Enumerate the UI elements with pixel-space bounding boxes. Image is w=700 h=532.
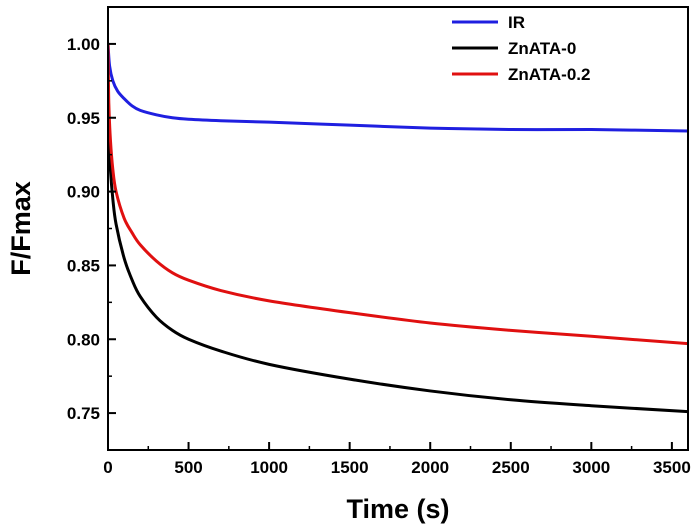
y-tick-label: 0.90 (67, 183, 100, 202)
x-tick-label: 3000 (572, 458, 610, 477)
legend-label: ZnATA-0.2 (508, 65, 590, 84)
x-tick-label: 3500 (653, 458, 691, 477)
x-tick-label: 1000 (250, 458, 288, 477)
series-line-znata-0 (108, 94, 688, 414)
x-tick-label: 500 (174, 458, 202, 477)
y-tick-label: 1.00 (67, 35, 100, 54)
x-tick-label: 2500 (492, 458, 530, 477)
legend-label: ZnATA-0 (508, 39, 576, 58)
y-tick-label: 0.80 (67, 330, 100, 349)
legend-label: IR (508, 13, 525, 32)
series-line-ir (108, 42, 688, 133)
y-tick-label: 0.75 (67, 404, 100, 423)
x-tick-label: 1500 (331, 458, 369, 477)
plot-frame (107, 6, 689, 451)
x-axis-title: Time (s) (346, 494, 449, 524)
x-tick-label: 2000 (411, 458, 449, 477)
series-layer (108, 42, 688, 414)
y-tick-label: 0.85 (67, 256, 100, 275)
series-line-znata-0-2 (108, 42, 688, 346)
x-tick-label: 0 (103, 458, 112, 477)
legend: IR ZnATA-0 ZnATA-0.2 (452, 13, 590, 84)
ticks-layer: 0 500 1000 1500 2000 2500 3000 3500 0.75 0.80 0.85… (67, 6, 691, 477)
y-axis-title: F/Fmax (6, 181, 36, 276)
y-tick-label: 0.95 (67, 109, 100, 128)
